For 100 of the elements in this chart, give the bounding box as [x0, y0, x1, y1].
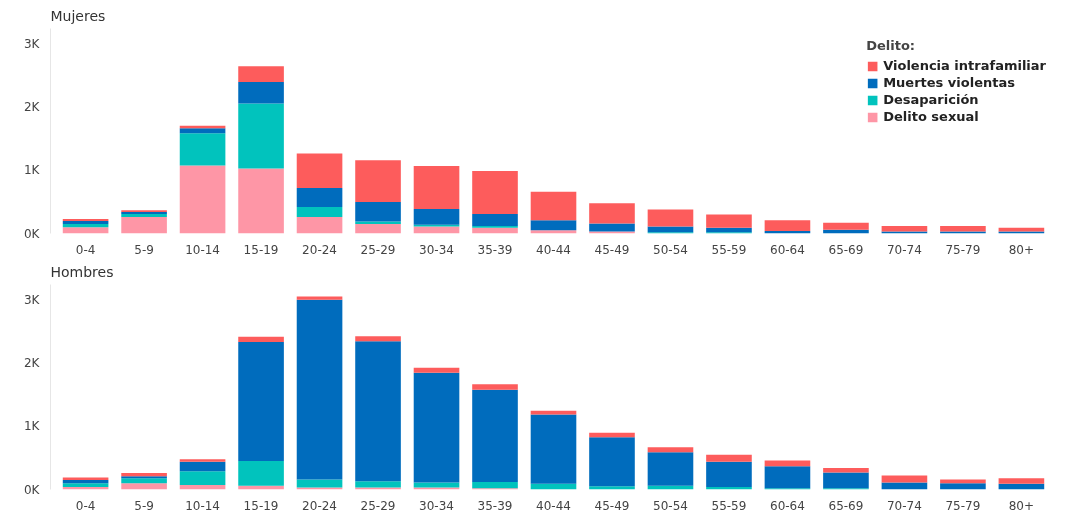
bar: [589, 203, 635, 224]
bar: [179, 461, 226, 472]
y-tick-label: 0K: [24, 226, 41, 241]
x-tick-label: 70-74: [887, 498, 922, 512]
bar: [179, 485, 226, 490]
x-tick-label: 60-64: [770, 498, 805, 512]
bar: [764, 466, 811, 489]
bar: [530, 230, 577, 234]
x-tick-label: 80+: [1008, 498, 1035, 512]
x-tick-label: 65-69: [828, 498, 864, 512]
legend-label: Delito sexual: [883, 109, 979, 124]
y-tick-label: 2K: [24, 100, 41, 115]
x-tick-label: 30-34: [419, 242, 454, 257]
bar: [296, 207, 343, 218]
x-tick-label: 75-79: [945, 498, 981, 512]
bar: [647, 209, 694, 227]
bar: [296, 479, 343, 488]
bar: [62, 227, 109, 234]
bar: [764, 220, 811, 231]
y-tick-label: 0K: [24, 482, 41, 497]
bar: [472, 384, 518, 390]
bar: [530, 191, 577, 221]
bar: [296, 296, 343, 300]
bar: [940, 225, 986, 232]
bar: [296, 217, 343, 234]
y-tick-label: 1K: [24, 419, 41, 434]
bar: [179, 133, 226, 166]
bar: [238, 341, 284, 462]
x-tick-label: 65-69: [828, 242, 864, 257]
x-tick-label: 80+: [1008, 242, 1035, 257]
legend-label: Violencia intrafamiliar: [883, 58, 1046, 73]
x-tick-label: 25-29: [360, 498, 396, 512]
bar: [706, 227, 752, 233]
legend-label: Muertes violentas: [883, 75, 1015, 90]
bar: [589, 223, 635, 232]
x-tick-label: 70-74: [887, 242, 922, 257]
bar: [589, 486, 635, 490]
x-tick-label: 15-19: [243, 498, 279, 512]
bar: [121, 483, 167, 490]
x-tick-label: 10-14: [185, 498, 221, 512]
bar: [530, 414, 577, 484]
bar: [472, 389, 518, 482]
bar: [647, 452, 694, 486]
x-tick-label: 50-54: [653, 498, 688, 512]
x-tick-label: 0-4: [75, 242, 96, 257]
x-tick-label: 45-49: [594, 242, 630, 257]
y-tick-label: 3K: [24, 37, 41, 52]
bar: [121, 213, 167, 218]
bar: [238, 336, 284, 342]
bar: [238, 82, 284, 104]
bar: [179, 459, 226, 462]
x-tick-label: 35-39: [477, 242, 513, 257]
bar: [355, 481, 401, 488]
bar: [706, 454, 752, 462]
bar: [413, 208, 460, 225]
x-tick-label: 40-44: [536, 498, 571, 512]
x-tick-label: 20-24: [302, 242, 337, 257]
x-tick-label: 60-64: [770, 242, 805, 257]
bar: [238, 461, 284, 486]
bar: [355, 201, 401, 222]
x-tick-label: 20-24: [302, 498, 337, 512]
x-tick-label: 50-54: [653, 242, 688, 257]
x-tick-label: 40-44: [536, 242, 571, 257]
bar: [881, 225, 928, 232]
y-tick-label: 2K: [24, 356, 41, 371]
bar: [940, 483, 986, 490]
bar: [413, 372, 460, 483]
bar: [238, 168, 284, 234]
bar: [179, 471, 226, 486]
bar: [179, 128, 226, 134]
bar: [355, 341, 401, 482]
x-tick-label: 45-49: [594, 498, 630, 512]
bar: [238, 103, 284, 169]
bar: [238, 66, 284, 83]
x-tick-label: 5-9: [134, 498, 154, 512]
bar: [530, 220, 577, 231]
bar: [355, 224, 401, 234]
bar: [121, 217, 167, 234]
bar: [940, 479, 986, 484]
chart-title: Hombres: [50, 263, 114, 280]
bar: [764, 460, 811, 467]
x-tick-label: 0-4: [75, 498, 96, 512]
legend-title: Delito:: [866, 38, 917, 53]
bar: [472, 481, 518, 489]
bar: [121, 478, 167, 484]
x-tick-label: 55-59: [711, 498, 747, 512]
legend-label: Desaparición: [883, 92, 979, 107]
bar: [998, 227, 1045, 232]
bar: [472, 213, 518, 226]
x-tick-label: 55-59: [711, 242, 747, 257]
bar: [413, 482, 460, 488]
bar: [589, 437, 635, 487]
bar: [413, 367, 460, 373]
y-tick-label: 3K: [24, 293, 41, 308]
chart-title: Mujeres: [50, 7, 106, 24]
bar: [589, 432, 635, 438]
x-tick-label: 15-19: [243, 242, 279, 257]
x-tick-label: 5-9: [134, 242, 154, 257]
bar: [706, 461, 752, 487]
bar: [296, 188, 343, 208]
